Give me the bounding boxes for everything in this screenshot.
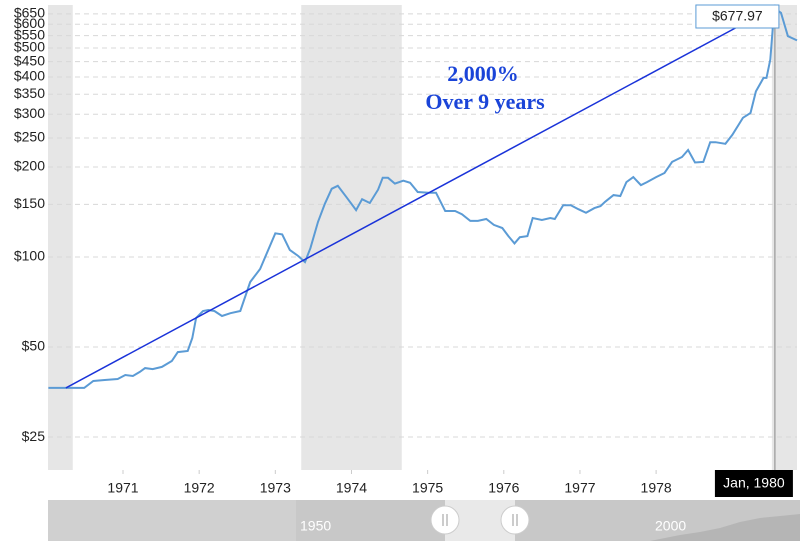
y-tick-label: $500 bbox=[14, 39, 45, 55]
handle-knob[interactable] bbox=[500, 505, 530, 535]
date-label: Jan, 1980 bbox=[723, 475, 785, 491]
x-tick-label: 1976 bbox=[488, 480, 519, 496]
annotation: Over 9 years bbox=[425, 89, 545, 114]
y-tick-label: $300 bbox=[14, 105, 45, 121]
tooltip-label: $677.97 bbox=[712, 8, 763, 24]
y-tick-label: $150 bbox=[14, 195, 45, 211]
y-tick-label: $350 bbox=[14, 85, 45, 101]
y-tick-label: $550 bbox=[14, 26, 45, 42]
navigator-label: 2000 bbox=[655, 518, 686, 534]
trend-line bbox=[65, 7, 773, 389]
navigator-handle[interactable] bbox=[430, 505, 460, 535]
navigator-handle[interactable] bbox=[500, 505, 530, 535]
y-tick-label: $100 bbox=[14, 248, 45, 264]
x-tick-label: 1975 bbox=[412, 480, 443, 496]
handle-knob[interactable] bbox=[430, 505, 460, 535]
y-tick-label: $650 bbox=[14, 5, 45, 21]
y-tick-label: $400 bbox=[14, 68, 45, 84]
shaded-range bbox=[48, 5, 73, 470]
navigator[interactable]: 1950 2000 bbox=[48, 500, 800, 541]
navigator-label: 1950 bbox=[300, 518, 331, 534]
y-tick-label: $25 bbox=[22, 428, 46, 444]
date-label-box bbox=[714, 470, 793, 497]
annotation: 2,000% bbox=[447, 61, 519, 86]
price-line bbox=[48, 6, 798, 389]
navigator-mask bbox=[48, 500, 296, 541]
y-tick-label: $450 bbox=[14, 52, 45, 68]
y-tick-label: $50 bbox=[22, 338, 46, 354]
x-tick-label: 1974 bbox=[336, 480, 367, 496]
y-tick-label: $600 bbox=[14, 15, 45, 31]
mark-layer: $677.97 Jan, 1980 bbox=[48, 4, 798, 497]
navigator-series bbox=[650, 514, 800, 541]
x-tick-label: 1977 bbox=[564, 480, 595, 496]
x-tick-label: 1971 bbox=[107, 480, 138, 496]
shaded-range bbox=[301, 5, 402, 470]
y-tick-label: $250 bbox=[14, 129, 45, 145]
x-tick-label: 1978 bbox=[641, 480, 672, 496]
tooltip-box bbox=[695, 4, 780, 29]
y-tick-label: $200 bbox=[14, 158, 45, 174]
x-tick-label: 1973 bbox=[260, 480, 291, 496]
shade-layer bbox=[48, 5, 797, 470]
shaded-range bbox=[771, 5, 797, 470]
x-tick-label: 1972 bbox=[184, 480, 215, 496]
grid-layer: $25$50$100$150$200$250$300$350$400$450$5… bbox=[14, 5, 797, 496]
